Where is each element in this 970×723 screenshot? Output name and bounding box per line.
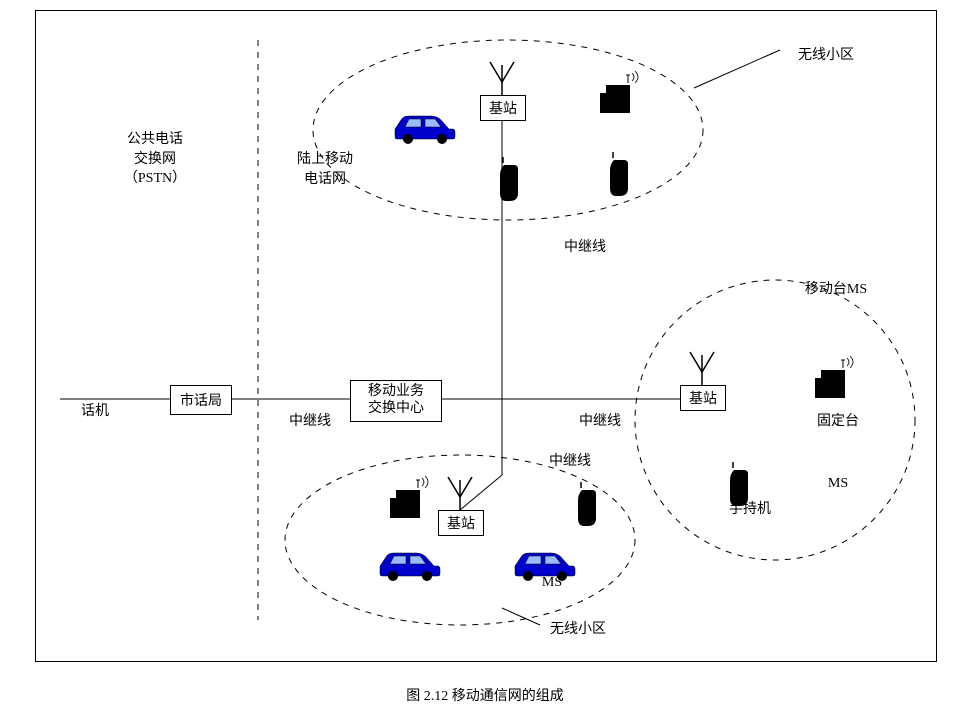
trunk-label-4: 中继线 [540,450,600,470]
cell-label-top: 无线小区 [786,44,866,64]
handset-icon [500,157,518,201]
fixed-station-label: 固定台 [808,410,868,430]
handset-icon [578,482,596,526]
radio-icon [390,476,428,518]
car-icon [395,116,455,144]
local-office-box: 市话局 [170,385,232,415]
ms-station-label: 移动台MS [786,278,886,298]
cell-label-bottom: 无线小区 [538,618,618,638]
ms-label-right: MS [818,476,858,492]
bs-bottom-box: 基站 [438,510,484,536]
cell-right [635,280,915,560]
radio-icon [815,356,853,398]
pstn-line1: 公共电话交换网（PSTN） [124,132,186,186]
handset-icon [610,152,628,196]
handheld-label: 手持机 [720,498,780,518]
antenna-right-icon [690,352,714,385]
trunk-label-2: 中继线 [570,410,630,430]
msc-text: 移动业务交换中心 [368,384,424,418]
car-icon [380,553,440,581]
figure-caption: 图 2.12 移动通信网的组成 [0,685,970,705]
phone-label: 话机 [70,400,120,420]
antenna-bottom-icon [448,477,472,510]
pstn-title-label: 公共电话交换网（PSTN） [95,130,215,189]
trunk-label-1: 中继线 [280,410,340,430]
msc-box: 移动业务交换中心 [350,380,442,422]
radio-icon [600,71,638,113]
land-mobile-text: 陆上移动电话网 [297,152,353,187]
trunk-label-3: 中继线 [555,236,615,256]
antenna-top-icon [490,62,514,95]
ms-label-bottom: MS [532,575,572,591]
diagram-canvas: 公共电话交换网（PSTN） 陆上移动电话网 话机 市话局 移动业务交换中心 基站… [0,0,970,723]
leader-cell-top [694,50,780,88]
bs-top-box: 基站 [480,95,526,121]
line-msc-bs-bottom-b [460,475,502,510]
bs-right-box: 基站 [680,385,726,411]
land-mobile-label: 陆上移动电话网 [280,150,370,189]
